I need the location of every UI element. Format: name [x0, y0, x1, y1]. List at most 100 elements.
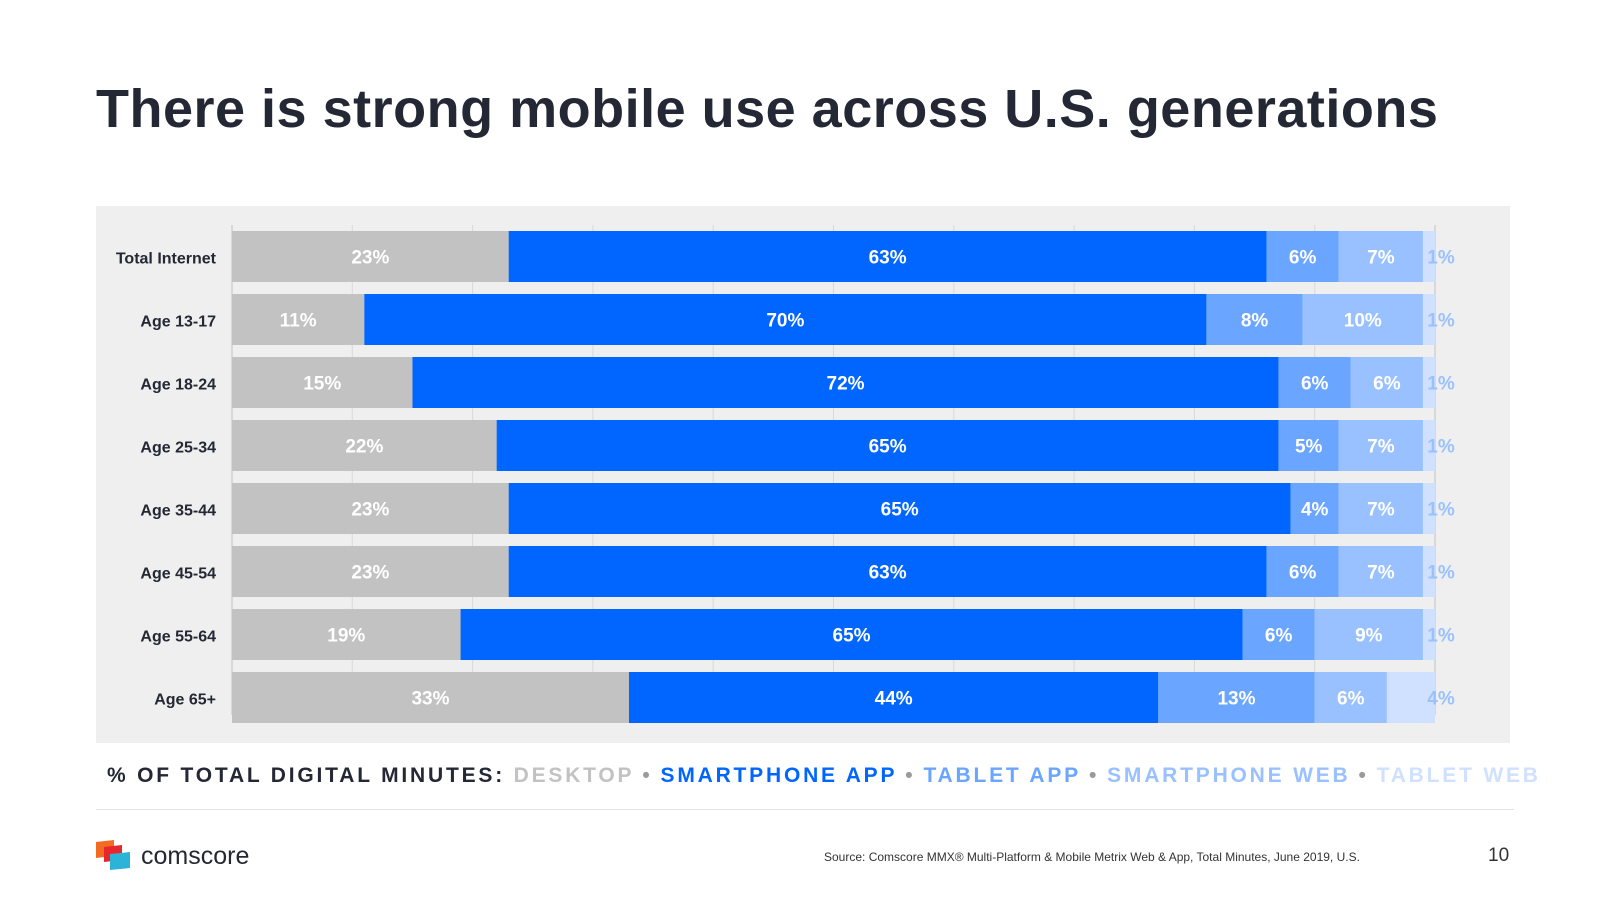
bar-segment [232, 357, 413, 408]
data-label: 13% [1217, 689, 1255, 710]
data-label: 1% [1427, 626, 1455, 647]
legend-title: % OF TOTAL DIGITAL MINUTES: [107, 764, 505, 787]
bar-segment [1350, 357, 1423, 408]
data-label: 1% [1427, 248, 1455, 269]
bar-segment [1242, 609, 1315, 660]
data-label: 63% [869, 563, 907, 584]
category-label: Age 55-64 [140, 629, 216, 646]
data-label: 33% [411, 689, 449, 710]
bar-segment [1266, 546, 1339, 597]
legend-items: DESKTOP • SMARTPHONE APP • TABLET APP • SMARTP… [514, 764, 1541, 787]
bar-segment [508, 231, 1267, 282]
data-label: 6% [1289, 248, 1317, 269]
data-label: 1% [1427, 311, 1455, 332]
data-label: 19% [327, 626, 365, 647]
data-label: 1% [1427, 437, 1455, 458]
category-label: Age 65+ [154, 692, 216, 709]
bar-segment [628, 672, 1159, 723]
comscore-logo-icon [96, 840, 130, 870]
data-label: 1% [1427, 563, 1455, 584]
footer-divider [96, 809, 1514, 810]
bar-segment [508, 546, 1267, 597]
bar-segment [1422, 294, 1435, 345]
legend-separator: • [642, 764, 653, 787]
bar-segment [1422, 231, 1435, 282]
data-label: 9% [1355, 626, 1383, 647]
legend-item-tablet-app: TABLET APP [923, 764, 1081, 787]
bar-segment [1338, 546, 1423, 597]
bar-segment [1422, 546, 1435, 597]
legend-item-desktop: DESKTOP [513, 764, 635, 787]
data-label: 70% [766, 311, 804, 332]
category-label: Age 25-34 [140, 440, 216, 457]
chart-legend: % OF TOTAL DIGITAL MINUTES: DESKTOP • SMAR… [107, 764, 1541, 788]
data-label: 11% [280, 311, 317, 332]
bar-segment [508, 483, 1291, 534]
page-title: There is strong mobile use across U.S. g… [96, 79, 1439, 139]
data-label: 23% [351, 563, 389, 584]
bar-segment [232, 483, 509, 534]
bar-segment [364, 294, 1207, 345]
bar-segment [1386, 672, 1435, 723]
category-label: Age 35-44 [140, 503, 216, 520]
data-label: 23% [351, 248, 389, 269]
bar-segment [1338, 420, 1423, 471]
data-label: 44% [875, 689, 913, 710]
legend-separator: • [905, 764, 916, 787]
legend-separator: • [1088, 764, 1100, 787]
chart-panel: Total Internet 23% 63% 6% 7% 1% Age 13-17 11% 70… [96, 206, 1510, 743]
data-label: 5% [1295, 437, 1323, 458]
bar-segment [1290, 483, 1339, 534]
bar-segment [1422, 357, 1435, 408]
bar-segment [1278, 357, 1351, 408]
data-label: 6% [1265, 626, 1293, 647]
data-label: 7% [1367, 248, 1395, 269]
data-label: 10% [1344, 311, 1382, 332]
data-label: 6% [1373, 374, 1401, 395]
data-label: 7% [1367, 563, 1395, 584]
bar-segment [232, 546, 509, 597]
bar-segment [232, 420, 497, 471]
legend-item-tablet-web: TABLET WEB [1376, 764, 1541, 787]
bar-segment [1422, 420, 1435, 471]
brand-name: comscore [141, 842, 250, 870]
category-label: Total Internet [116, 251, 217, 268]
data-label: 8% [1241, 311, 1269, 332]
data-label: 22% [345, 437, 383, 458]
bar-segment [496, 420, 1279, 471]
bar-segment [1338, 231, 1423, 282]
category-label: Age 45-54 [140, 566, 216, 583]
bar-segment [232, 609, 461, 660]
bar-segment [232, 294, 365, 345]
data-label: 72% [827, 374, 865, 395]
bar-segment [232, 231, 509, 282]
bar-segment [1422, 609, 1435, 660]
data-label: 6% [1289, 563, 1317, 584]
data-label: 65% [881, 500, 919, 521]
category-label: Age 13-17 [140, 314, 216, 331]
bar-segment [1422, 483, 1435, 534]
data-label: 15% [303, 374, 341, 395]
bar-segment [1314, 609, 1423, 660]
bar-segment [1266, 231, 1339, 282]
data-label: 7% [1367, 500, 1395, 521]
bar-segment [1314, 672, 1387, 723]
data-label: 6% [1337, 689, 1365, 710]
data-label: 1% [1427, 500, 1455, 521]
data-label: 63% [869, 248, 907, 269]
legend-item-smartphone-app: SMARTPHONE APP [660, 764, 898, 787]
data-label: 4% [1301, 500, 1329, 521]
data-label: 23% [351, 500, 389, 521]
data-label: 65% [869, 437, 907, 458]
page-number: 10 [1488, 845, 1510, 866]
data-label: 65% [833, 626, 871, 647]
bar-segment [1278, 420, 1339, 471]
category-label: Age 18-24 [140, 377, 216, 394]
data-label: 4% [1427, 689, 1455, 710]
bar-segment [232, 672, 629, 723]
stacked-bar-chart: Total Internet 23% 63% 6% 7% 1% Age 13-17 11% 70… [116, 225, 1455, 723]
bar-segment [412, 357, 1279, 408]
data-label: 7% [1367, 437, 1395, 458]
bar-segment [1158, 672, 1315, 723]
bar-segment [460, 609, 1243, 660]
